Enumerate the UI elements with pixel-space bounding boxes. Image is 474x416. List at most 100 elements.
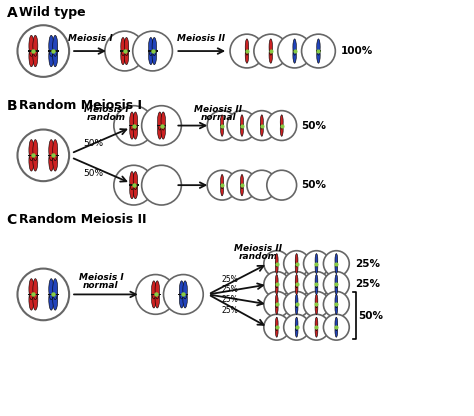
Bar: [295, 284, 298, 285]
Ellipse shape: [29, 46, 34, 67]
Ellipse shape: [295, 281, 298, 295]
Bar: [28, 294, 39, 295]
Ellipse shape: [33, 46, 38, 67]
Ellipse shape: [121, 37, 125, 56]
Bar: [335, 284, 338, 285]
Bar: [275, 327, 278, 328]
Circle shape: [207, 111, 237, 141]
Bar: [280, 125, 283, 126]
Ellipse shape: [29, 150, 34, 171]
Bar: [220, 125, 224, 126]
Text: 25%: 25%: [355, 280, 380, 290]
Text: Meiosis II: Meiosis II: [177, 34, 225, 43]
Ellipse shape: [161, 112, 165, 130]
Ellipse shape: [49, 140, 54, 161]
Bar: [335, 263, 338, 265]
Bar: [151, 294, 161, 295]
Text: Random Meiosis I: Random Meiosis I: [19, 99, 143, 112]
Text: 25%: 25%: [355, 259, 380, 269]
Circle shape: [283, 251, 310, 277]
Ellipse shape: [275, 260, 278, 274]
Circle shape: [303, 292, 329, 317]
Ellipse shape: [335, 301, 337, 314]
Bar: [156, 125, 166, 126]
Ellipse shape: [315, 281, 318, 295]
Ellipse shape: [179, 281, 184, 299]
Ellipse shape: [130, 181, 134, 199]
Ellipse shape: [315, 275, 318, 288]
Text: 50%: 50%: [301, 121, 327, 131]
Ellipse shape: [155, 281, 160, 299]
Ellipse shape: [53, 150, 58, 171]
Ellipse shape: [260, 122, 264, 136]
Circle shape: [18, 129, 69, 181]
Ellipse shape: [33, 289, 38, 310]
Bar: [275, 284, 278, 285]
Ellipse shape: [335, 260, 337, 274]
Circle shape: [207, 170, 237, 200]
Circle shape: [114, 106, 154, 146]
Text: C: C: [7, 213, 17, 227]
Circle shape: [142, 165, 182, 205]
Text: 50%: 50%: [301, 180, 327, 190]
Ellipse shape: [295, 295, 298, 308]
Ellipse shape: [49, 46, 54, 67]
Ellipse shape: [245, 47, 249, 63]
Bar: [129, 184, 139, 186]
Ellipse shape: [33, 150, 38, 171]
Circle shape: [303, 251, 329, 277]
Ellipse shape: [33, 35, 38, 56]
Ellipse shape: [280, 122, 283, 136]
Ellipse shape: [49, 35, 54, 56]
Bar: [48, 50, 59, 52]
Circle shape: [303, 272, 329, 297]
Text: Meiosis I: Meiosis I: [83, 105, 128, 114]
Bar: [295, 327, 298, 328]
Ellipse shape: [124, 37, 129, 56]
Ellipse shape: [152, 290, 156, 308]
Text: normal: normal: [201, 113, 236, 122]
Circle shape: [267, 170, 297, 200]
Text: Wild type: Wild type: [19, 6, 86, 20]
Circle shape: [283, 314, 310, 340]
Circle shape: [278, 34, 311, 68]
Bar: [120, 50, 130, 52]
Circle shape: [264, 272, 290, 297]
Ellipse shape: [155, 290, 160, 308]
Ellipse shape: [275, 295, 278, 308]
Ellipse shape: [133, 171, 137, 190]
Circle shape: [323, 292, 349, 317]
Ellipse shape: [130, 121, 134, 139]
Circle shape: [264, 292, 290, 317]
Ellipse shape: [317, 47, 320, 63]
Ellipse shape: [275, 281, 278, 295]
Ellipse shape: [315, 324, 318, 337]
Text: Meiosis I: Meiosis I: [79, 273, 123, 282]
Bar: [315, 263, 318, 265]
Ellipse shape: [53, 35, 58, 56]
Ellipse shape: [29, 140, 34, 161]
Text: 25%: 25%: [222, 285, 238, 294]
Circle shape: [227, 170, 257, 200]
Circle shape: [142, 106, 182, 146]
Circle shape: [301, 34, 335, 68]
Ellipse shape: [152, 281, 156, 299]
Ellipse shape: [335, 324, 337, 337]
Bar: [178, 294, 188, 295]
Bar: [129, 125, 139, 126]
Text: B: B: [7, 99, 17, 113]
Bar: [315, 284, 318, 285]
Ellipse shape: [130, 112, 134, 130]
Ellipse shape: [53, 140, 58, 161]
Ellipse shape: [148, 37, 153, 56]
Circle shape: [247, 111, 277, 141]
Bar: [315, 327, 318, 328]
Text: 25%: 25%: [222, 306, 238, 315]
Circle shape: [114, 165, 154, 205]
Ellipse shape: [33, 279, 38, 300]
Text: random: random: [238, 252, 277, 261]
Circle shape: [164, 275, 203, 314]
Ellipse shape: [148, 47, 153, 64]
Bar: [28, 155, 39, 156]
Circle shape: [227, 111, 257, 141]
